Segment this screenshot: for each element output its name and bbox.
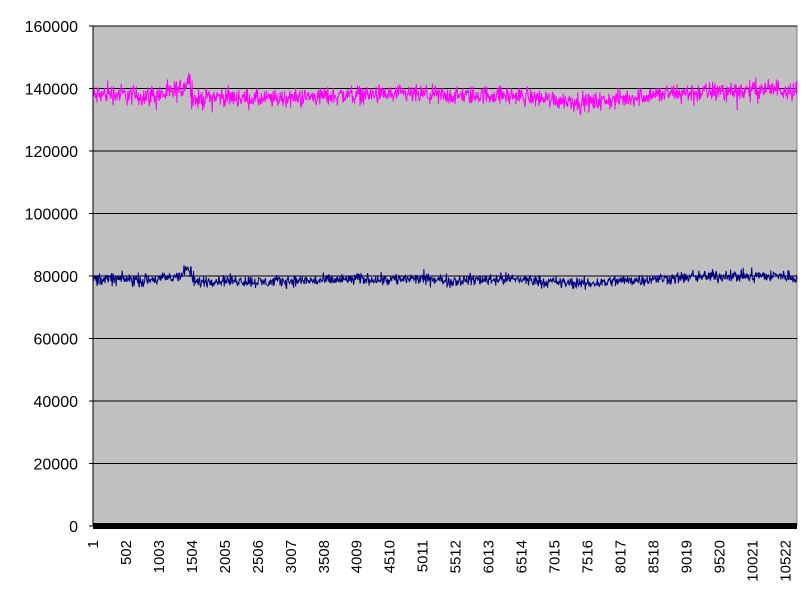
x-tick-label: 7015 bbox=[547, 540, 564, 573]
x-tick-label: 6514 bbox=[514, 540, 531, 573]
y-tick-label: 100000 bbox=[25, 207, 78, 224]
x-axis-tick-labels: 1 502 1003 1504 2005 2506 3007 3508 4009 4510 5011… bbox=[85, 540, 794, 582]
axes bbox=[89, 25, 797, 529]
x-tick-label: 10522 bbox=[777, 540, 794, 582]
x-tick-label: 2506 bbox=[250, 540, 267, 573]
y-tick-label: 20000 bbox=[34, 457, 79, 474]
x-tick-label: 9520 bbox=[711, 540, 728, 573]
x-tick-label: 6013 bbox=[481, 540, 498, 573]
y-tick-label: 120000 bbox=[25, 144, 78, 161]
series-layer bbox=[92, 72, 798, 290]
x-tick-label: 7516 bbox=[580, 540, 597, 573]
x-tick-label: 1003 bbox=[151, 540, 168, 573]
y-tick-label: 60000 bbox=[34, 332, 79, 349]
y-tick-label: 160000 bbox=[25, 19, 78, 36]
x-tick-label: 502 bbox=[118, 540, 135, 565]
x-tick-label: 3007 bbox=[283, 540, 300, 573]
y-axis-tick-labels: 0 20000 40000 60000 80000 100000 120000 140000 1… bbox=[25, 19, 78, 536]
series-line-2 bbox=[92, 264, 798, 290]
x-tick-label: 4009 bbox=[349, 540, 366, 573]
y-tick-label: 80000 bbox=[34, 269, 79, 286]
x-tick-label: 10021 bbox=[744, 540, 761, 582]
x-tick-label: 3508 bbox=[316, 540, 333, 573]
x-tick-label: 9019 bbox=[678, 540, 695, 573]
x-tick-label: 8518 bbox=[645, 540, 662, 573]
series-line-1 bbox=[92, 72, 798, 116]
y-tick-label: 0 bbox=[69, 519, 78, 536]
y-tick-label: 140000 bbox=[25, 82, 78, 99]
y-tick-label: 40000 bbox=[34, 394, 79, 411]
x-tick-label: 8017 bbox=[613, 540, 630, 573]
x-tick-label: 1 bbox=[85, 540, 102, 548]
x-axis-line bbox=[93, 523, 797, 529]
gridlines bbox=[93, 25, 797, 464]
x-tick-label: 1504 bbox=[184, 540, 201, 573]
x-tick-label: 5512 bbox=[448, 540, 465, 573]
x-tick-label: 5011 bbox=[415, 540, 432, 572]
x-tick-label: 4510 bbox=[382, 540, 399, 573]
x-tick-label: 2005 bbox=[217, 540, 234, 573]
